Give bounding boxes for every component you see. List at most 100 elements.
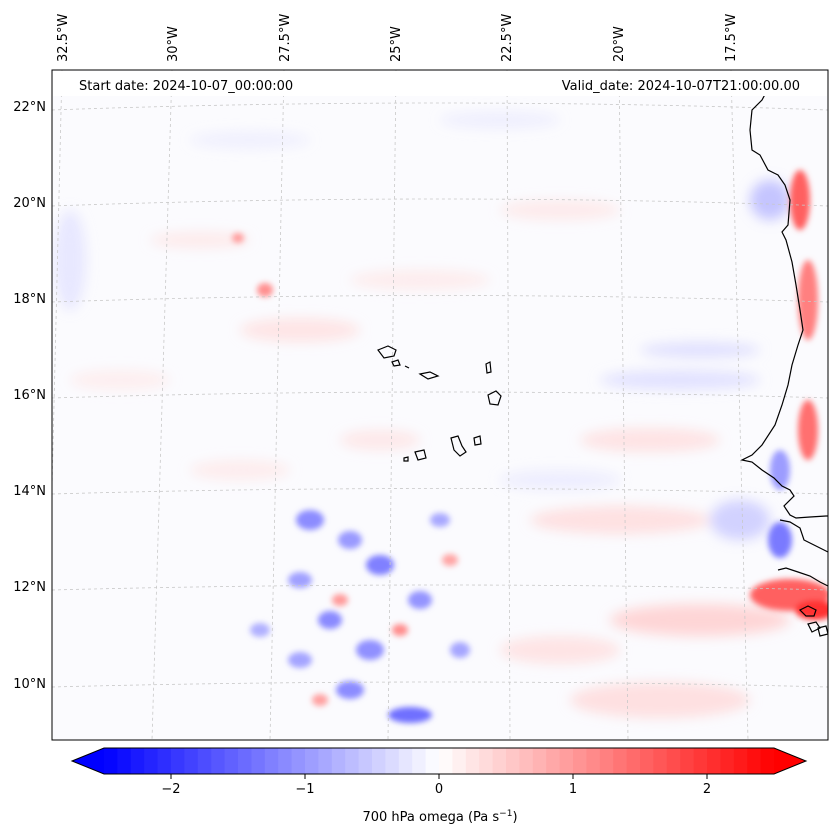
lon-label: 22.5°W [500,14,515,62]
colorbar-segment [519,748,534,774]
colorbar-segment [720,748,735,774]
colorbar-ticks: −2 −1 0 1 2 [161,774,711,797]
colorbar-segment [291,748,306,774]
lat-label: 18°N [13,292,46,307]
colorbar-segment [318,748,333,774]
lon-line-30 [151,70,173,740]
colorbar-segment [506,748,520,774]
colorbar-tick-label: 0 [435,782,443,797]
colorbar-segment [412,748,427,774]
colorbar-segment [452,748,467,774]
guinea-coast [777,567,828,587]
colorbar-segment [425,748,440,774]
colorbar-tick-label: −2 [161,782,180,797]
lat-line-22 [52,102,828,111]
african-coastline [740,84,828,519]
lat-line-12 [52,584,828,591]
lat-label: 12°N [13,580,46,595]
graticule [52,70,828,740]
lat-label: 20°N [13,196,46,211]
colorbar-segment [559,748,574,774]
colorbar-segment [117,748,132,774]
colorbar-tick-label: 2 [703,782,711,797]
colorbar-tick-label: 1 [569,782,577,797]
colorbar-segment [573,748,587,774]
colorbar-label-close: ) [512,810,517,825]
island-brava [403,456,409,462]
lon-line-20 [618,70,629,740]
island-sal [485,361,492,374]
colorbar-segment [104,748,118,774]
colorbar-label-exponent: −1 [499,809,512,819]
lon-line-22-5 [506,70,511,740]
colorbar-segments [104,748,775,774]
island-sao-nicolau [418,371,440,380]
lon-label: 32.5°W [56,14,71,62]
colorbar-segment [640,748,654,774]
colorbar-segment [666,748,681,774]
colorbar-segment [331,748,346,774]
colorbar-label-main: 700 hPa omega (Pa s [362,810,499,825]
colorbar-tick-label: −1 [295,782,314,797]
colorbar-segment [171,748,185,774]
colorbar-segment [130,748,145,774]
island-santiago [450,435,467,457]
colorbar-segment [546,748,561,774]
bijagos-island-1 [798,605,817,617]
colorbar-segment [492,748,507,774]
colorbar-segment [305,748,319,774]
lat-line-14 [52,488,828,495]
start-date-label: Start date: 2024-10-07_00:00:00 [79,79,293,94]
lat-label: 10°N [13,677,46,692]
colorbar-segment [733,748,748,774]
lat-label: 14°N [13,484,46,499]
island-santo-antao [377,345,397,359]
colorbar-label: 700 hPa omega (Pa s−1) [362,809,517,825]
lat-line-16 [52,391,828,399]
colorbar-segment [372,748,386,774]
colorbar-segment [278,748,293,774]
colorbar-segment [586,748,601,774]
colorbar-segment [626,748,641,774]
colorbar-segment [211,748,226,774]
colorbar-segment [224,748,239,774]
island-boa-vista [487,390,502,406]
header-band [53,71,827,96]
map-background [52,70,828,740]
lat-line-10 [52,681,828,688]
colorbar: −2 −1 0 1 2 [70,747,808,797]
island-maio [473,435,482,446]
lon-label: 20°W [612,26,627,62]
island-santa-luzia [404,365,410,369]
guinea-bissau-coast [779,519,828,553]
lon-line-25 [387,70,397,740]
bijagos-island-3 [817,625,828,637]
lon-label: 27.5°W [278,14,293,62]
lat-line-20 [52,198,828,207]
lon-line-17-5 [730,70,749,740]
lon-label: 30°W [166,26,181,62]
colorbar-segment [465,748,480,774]
colorbar-segment [693,748,708,774]
colorbar-outline [70,747,808,775]
colorbar-segment [197,748,212,774]
lon-label: 25°W [389,26,404,62]
colorbar-segment [747,748,762,774]
colorbar-segment [385,748,400,774]
colorbar-segment [398,748,413,774]
colorbar-segment [760,748,775,774]
colorbar-extend-max [774,748,806,774]
lon-label: 17.5°W [724,14,739,62]
latitude-labels: 22°N 20°N 18°N 16°N 14°N 12°N 10°N [13,100,46,692]
colorbar-segment [144,748,159,774]
colorbar-segment [264,748,279,774]
omega-field [54,112,828,723]
colorbar-segment [653,748,668,774]
map-frame [51,69,829,741]
longitude-labels: 32.5°W 30°W 27.5°W 25°W 22.5°W 20°W 17.5… [56,14,739,62]
valid-date-label: Valid_date: 2024-10-07T21:00:00.00 [562,79,800,94]
island-fogo [414,449,427,461]
colorbar-segment [439,748,453,774]
